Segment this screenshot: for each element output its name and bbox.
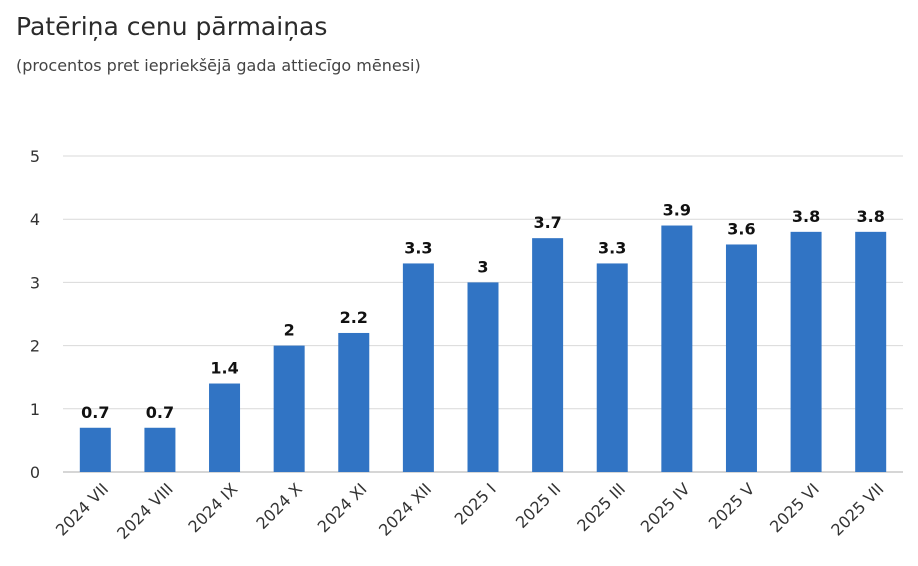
data-label: 2.2 bbox=[340, 308, 368, 327]
x-tick-label: 2025 VI bbox=[766, 479, 823, 536]
data-label: 3 bbox=[477, 257, 488, 276]
x-tick-label: 2025 V bbox=[705, 479, 759, 533]
data-label: 0.7 bbox=[146, 403, 174, 422]
bar bbox=[725, 244, 757, 472]
data-label: 3.7 bbox=[533, 213, 561, 232]
y-tick-label: 3 bbox=[30, 273, 40, 292]
bar bbox=[855, 231, 887, 472]
y-tick-label: 1 bbox=[30, 400, 40, 419]
bar bbox=[402, 263, 434, 472]
x-tick-label: 2024 IX bbox=[184, 479, 241, 536]
data-label: 3.6 bbox=[727, 219, 755, 238]
bar bbox=[467, 282, 499, 472]
bar bbox=[790, 231, 822, 472]
x-tick-label: 2025 IV bbox=[637, 479, 694, 536]
bar bbox=[596, 263, 628, 472]
chart-title: Patēriņa cenu pārmaiņas bbox=[16, 12, 328, 41]
bar bbox=[338, 332, 370, 472]
x-tick-label: 2024 X bbox=[252, 479, 306, 533]
bar bbox=[273, 345, 305, 472]
y-tick-label: 5 bbox=[30, 147, 40, 166]
chart-subtitle: (procentos pret iepriekšējā gada attiecī… bbox=[16, 56, 421, 75]
data-label: 3.8 bbox=[792, 207, 820, 226]
bar bbox=[661, 225, 693, 472]
bar bbox=[532, 238, 564, 472]
x-tick-label: 2024 VII bbox=[52, 479, 112, 539]
x-tick-label: 2025 II bbox=[512, 479, 565, 532]
data-label: 0.7 bbox=[81, 403, 109, 422]
x-tick-label: 2024 XI bbox=[314, 479, 371, 536]
bar bbox=[209, 383, 241, 472]
x-tick-label: 2025 III bbox=[573, 479, 629, 535]
data-label: 3.9 bbox=[663, 201, 691, 220]
data-label: 1.4 bbox=[210, 359, 238, 378]
data-label: 3.3 bbox=[598, 238, 626, 257]
y-tick-label: 2 bbox=[30, 337, 40, 356]
x-tick-label: 2025 I bbox=[451, 479, 500, 528]
data-label: 3.8 bbox=[857, 207, 885, 226]
bar bbox=[79, 427, 111, 472]
x-tick-label: 2024 VIII bbox=[113, 479, 177, 543]
y-tick-label: 4 bbox=[30, 210, 40, 229]
bar bbox=[144, 427, 176, 472]
y-tick-label: 0 bbox=[30, 463, 40, 482]
data-label: 3.3 bbox=[404, 238, 432, 257]
x-tick-label: 2024 XII bbox=[375, 479, 435, 539]
data-label: 2 bbox=[284, 321, 295, 340]
x-tick-label: 2025 VII bbox=[827, 479, 887, 539]
